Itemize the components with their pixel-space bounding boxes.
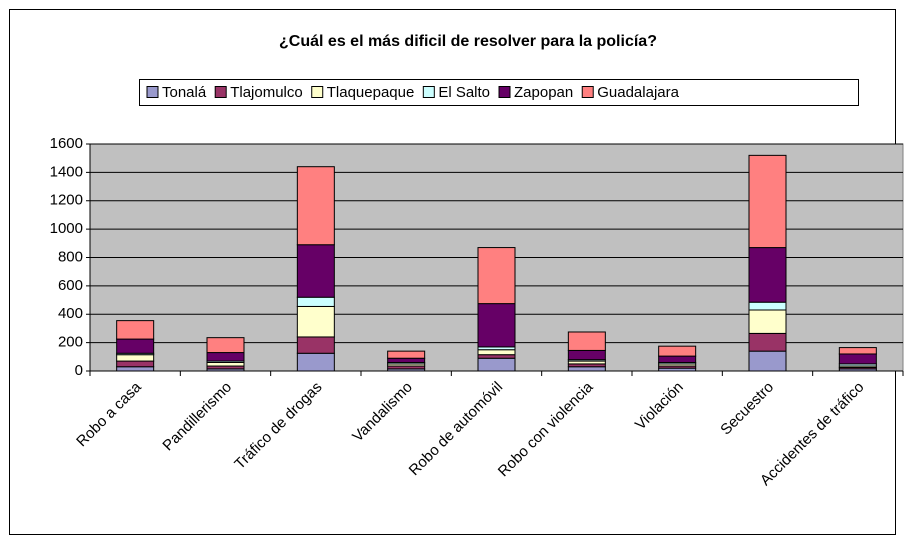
bar-segment <box>658 355 697 363</box>
bar-segment <box>838 347 877 355</box>
bar-segment <box>748 350 787 372</box>
bar-segment <box>296 296 335 307</box>
y-tick-label: 1400 <box>50 163 83 180</box>
y-tick-label: 800 <box>58 248 83 265</box>
bar-segment <box>116 338 155 354</box>
y-tick-label: 1200 <box>50 192 83 209</box>
legend-label: Guadalajara <box>597 84 679 101</box>
bar-segment <box>206 352 245 362</box>
bar-segment <box>477 357 516 372</box>
y-tick-label: 400 <box>58 305 83 322</box>
legend-label: Tlaquepaque <box>327 84 415 101</box>
bar-segment <box>116 354 155 362</box>
bar-segment <box>296 305 335 338</box>
bar-segment <box>567 366 606 372</box>
bar-segment <box>567 331 606 351</box>
y-tick-label: 1000 <box>50 220 83 237</box>
bar-segment <box>387 350 426 359</box>
bar-segment <box>206 361 245 367</box>
legend-swatch <box>498 86 511 98</box>
bar-segment <box>296 166 335 246</box>
bar-segment <box>567 349 606 361</box>
legend-swatch <box>214 86 227 98</box>
bar-segment <box>116 320 155 340</box>
bar-segment <box>838 353 877 365</box>
bar-segment <box>116 360 155 368</box>
y-tick-label: 200 <box>58 334 83 351</box>
bar-segment <box>206 337 245 354</box>
bar-segment <box>748 332 787 352</box>
y-tick-label: 1600 <box>50 135 83 152</box>
bar-segment <box>296 352 335 372</box>
y-tick-label: 600 <box>58 277 83 294</box>
legend-label: Tonalá <box>162 84 207 101</box>
legend-swatch <box>581 86 594 98</box>
bar-segment <box>477 247 516 305</box>
chart-title: ¿Cuál es el más dificil de resolver para… <box>279 33 657 50</box>
bar-segment <box>477 354 516 359</box>
bar-segment <box>477 349 516 356</box>
legend-swatch <box>311 86 324 98</box>
bar-segment <box>477 303 516 348</box>
legend-swatch <box>146 86 159 98</box>
legend-swatch <box>422 86 435 98</box>
legend-label: Zapopan <box>514 84 573 101</box>
bar-segment <box>116 366 155 372</box>
y-tick-label: 0 <box>75 362 83 379</box>
bar-segment <box>296 336 335 354</box>
bar-segment <box>748 301 787 311</box>
bar-segment <box>748 309 787 334</box>
legend-label: El Salto <box>438 84 490 101</box>
legend-label: Tlajomulco <box>230 84 303 101</box>
bar-segment <box>387 357 426 363</box>
bar-segment <box>748 154 787 249</box>
bar-segment <box>658 345 697 357</box>
bar-segment <box>748 247 787 303</box>
bar-segment <box>296 244 335 298</box>
